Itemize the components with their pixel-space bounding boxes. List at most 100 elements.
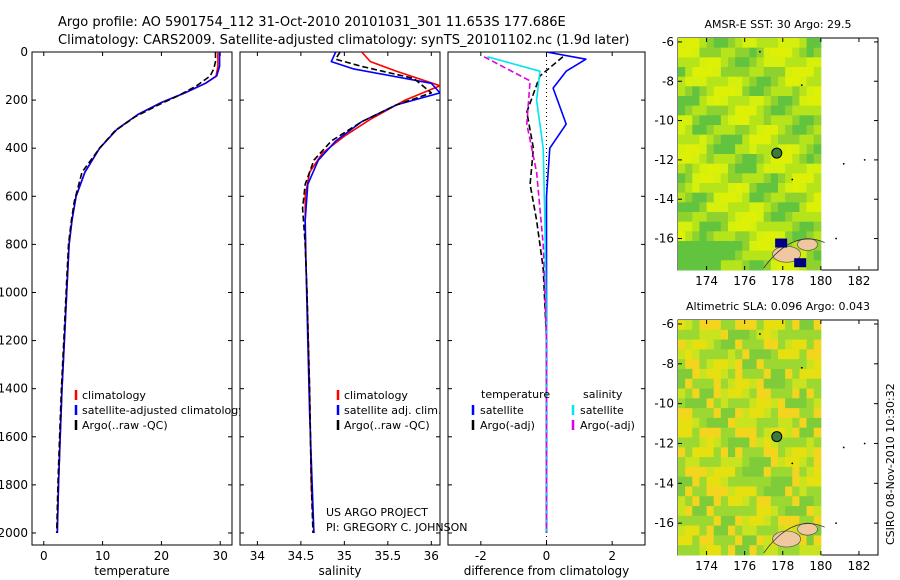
sst_map-field-cell	[799, 67, 808, 78]
sst_map-field-cell	[799, 221, 808, 232]
sst_map-field-cell	[806, 250, 815, 261]
sla_map-field-cell	[720, 329, 729, 341]
sla_map-islet-dot	[759, 333, 761, 335]
sst_map-field-cell	[720, 105, 729, 116]
sst_map-field-cell	[713, 241, 722, 252]
sla_map-xtick-label: 174	[695, 559, 718, 573]
sla_map-field-cell	[728, 408, 736, 419]
sla_map-field-cell	[749, 476, 758, 487]
sla_map-ytick-label: -6	[662, 317, 674, 331]
sla_map-field-cell	[728, 437, 736, 448]
sla_map-islet-dot	[791, 462, 794, 465]
sst_map-field-cell	[756, 96, 765, 107]
sst_map-field-cell	[742, 192, 750, 203]
sst_map-field-cell	[785, 67, 793, 78]
sst_map-xtick-label: 176	[733, 274, 756, 288]
sla_map-field-cell	[742, 359, 750, 370]
sla_map-field-cell	[706, 466, 715, 478]
sst_map-field-cell	[706, 163, 715, 174]
sst_map-field-cell	[792, 183, 800, 194]
sst_map-field-cell	[778, 173, 786, 184]
sst_map-field-cell	[778, 86, 786, 97]
sla_map-field-cell	[720, 368, 729, 380]
sla_map-field-cell	[778, 476, 786, 487]
sla_map-field-cell	[756, 339, 765, 350]
sla_map-field-cell	[813, 417, 822, 429]
sla_map-field-cell	[806, 457, 815, 468]
sla_map-field-cell	[756, 408, 765, 419]
sst_map-field-cell	[756, 47, 765, 58]
sst_map-field-cell	[735, 67, 743, 78]
sst_map-field-cell	[792, 47, 800, 58]
project-credit-line2: PI: GREGORY C. JOHNSON	[326, 521, 467, 534]
sla_map-field-cell	[742, 506, 750, 517]
sla_map-field-cell	[713, 466, 722, 478]
sla_map-field-cell	[813, 359, 822, 370]
sst_map-islet-dot	[842, 162, 845, 165]
sla_map-field-cell	[792, 466, 800, 478]
sst_map-field-cell	[770, 134, 779, 145]
sla_map-field-cell	[720, 506, 729, 517]
sst_map-field-cell	[699, 231, 708, 242]
sst_map-field-cell	[742, 86, 750, 97]
sst_map-field-cell	[692, 76, 700, 87]
sla_map-field-cell	[713, 398, 722, 409]
sla_map-field-cell	[806, 427, 815, 438]
sst_map-field-cell	[713, 202, 722, 213]
sla_map-field-cell	[735, 466, 743, 478]
sla_map-field-cell	[685, 320, 693, 331]
sst_map-field-cell	[720, 183, 729, 194]
sla_map-field-cell	[792, 349, 800, 360]
sla_map-field-cell	[692, 368, 700, 380]
sst_map-field-cell	[720, 250, 729, 261]
sst_map-field-cell	[706, 202, 715, 213]
sst_map-field-cell	[813, 221, 822, 232]
sst_map-field-cell	[806, 105, 815, 116]
sla_map-field-cell	[770, 496, 779, 507]
sst_map-field-cell	[792, 125, 800, 136]
sla_map-field-cell	[799, 447, 808, 458]
sla_map-field-cell	[763, 506, 772, 517]
sla_map-field-cell	[778, 398, 786, 409]
sla_map-field-cell	[692, 329, 700, 341]
sst_map-field-cell	[749, 241, 758, 252]
sst_map-field-cell	[706, 221, 715, 232]
sst_map-field-cell	[806, 76, 815, 87]
sst_map-field-cell	[685, 76, 693, 87]
sst_map-field-cell	[813, 144, 822, 155]
sst_map-coastline	[763, 238, 825, 269]
sla_map-field-cell	[756, 545, 765, 556]
sst_map-field-cell	[749, 250, 758, 261]
sst_map-field-cell	[763, 115, 772, 126]
sst_map-field-cell	[813, 38, 822, 49]
sla_map-field-cell	[692, 398, 700, 409]
sla_map-field-cell	[792, 378, 800, 390]
sla_map-field	[678, 320, 822, 556]
sst_map-field-cell	[799, 134, 808, 145]
sla_map-field-cell	[785, 378, 793, 390]
sst_map-field-cell	[742, 105, 750, 116]
sst_map-field-cell	[678, 260, 686, 271]
sla_map-field-cell	[713, 388, 722, 399]
sla_map-field-cell	[813, 476, 822, 487]
sst_map-field-cell	[749, 183, 758, 194]
sst_map-field-cell	[692, 231, 700, 242]
sst_map-field-cell	[678, 144, 686, 155]
sla_map-field-cell	[699, 476, 708, 487]
sla_map-field-cell	[763, 378, 772, 390]
sla_map-field-cell	[713, 476, 722, 487]
sla_map-field-cell	[763, 329, 772, 341]
sst_map-field-cell	[763, 47, 772, 58]
sla_map-field-cell	[763, 427, 772, 438]
sla_map-field-cell	[799, 408, 808, 419]
sla_map-field-cell	[692, 359, 700, 370]
sst-missing-patch	[794, 258, 807, 268]
sst_map-field-cell	[742, 221, 750, 232]
sst_map-field-cell	[749, 86, 758, 97]
sst_map-field-cell	[799, 96, 808, 107]
sla_map-field-cell	[778, 359, 786, 370]
sst_map-field-cell	[706, 212, 715, 223]
temperature-legend-label: satellite-adjusted climatology	[82, 404, 245, 417]
sla_map-field-cell	[678, 378, 686, 390]
sst_map-field-cell	[778, 144, 786, 155]
